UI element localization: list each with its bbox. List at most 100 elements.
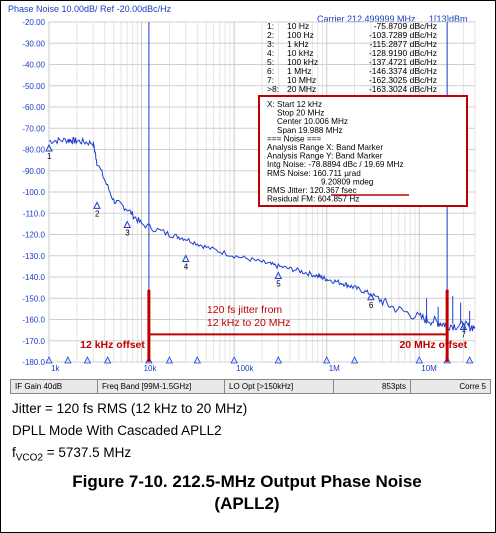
marker-table-value: -162.3025 dBc/Hz [369,75,437,85]
marker-table-id: 5: [267,57,274,67]
y-tick-label: -70.00 [22,124,45,133]
bottom-marker [350,356,359,364]
caption-vco-frequency: fVCO2 = 5737.5 MHz [12,442,247,464]
y-tick-label: -20.00 [22,18,45,27]
marker-table-freq: 10 Hz [287,21,309,31]
bottom-marker [83,356,92,364]
bottom-marker [193,356,201,364]
caption-vco-subscript: VCO2 [15,452,43,464]
x-tick-label: 100k [236,364,254,373]
bottom-marker [274,356,282,364]
analysis-line: RMS Jitter: 120.367 fsec [267,186,357,195]
bottom-marker [64,356,72,364]
left-offset-label: 12 kHz offset [80,339,145,351]
y-tick-label: -90.00 [22,167,45,176]
bottom-marker [45,356,53,364]
x-tick-label: 10k [144,364,158,373]
x-tick-label: 1M [329,364,340,373]
marker-table-freq: 10 MHz [287,75,316,85]
marker-table-value: -128.9190 dBc/Hz [369,48,437,58]
status-lo-opt: LO Opt [>150kHz] [225,380,334,393]
y-tick-label: -130.0 [22,252,45,261]
marker-table-freq: 100 kHz [287,57,318,67]
x-tick-label: 10M [421,364,437,373]
marker-table-id: >8: [267,84,279,94]
marker-table-value: -146.3374 dBc/Hz [369,66,437,76]
marker-table-id: 3: [267,39,274,49]
analysis-line: Center 10.006 MHz [277,117,348,126]
marker-label: 5 [276,280,281,289]
y-tick-label: -80.00 [22,146,45,155]
jitter-note-line2: 12 kHz to 20 MHz [207,317,290,329]
analysis-line: Residual FM: 604.857 Hz [267,195,359,204]
status-if-gain: IF Gain 40dB [11,380,98,393]
y-tick-label: -60.00 [22,103,45,112]
marker-ref-readout: 1[13]dBm [429,14,468,24]
bottom-marker [415,356,423,364]
y-tick-label: -40.00 [22,61,45,70]
bottom-marker [103,356,112,364]
bottom-marker [230,356,238,364]
marker-table-freq: 1 MHz [287,66,312,76]
analysis-line: Analysis Range X: Band Marker [267,143,383,152]
right-offset-label: 20 MHz offset [399,339,467,351]
marker-table-freq: 20 MHz [287,84,316,94]
y-tick-label: -150.0 [22,294,45,303]
marker-table-id: 7: [267,75,274,85]
marker-table-value: -137.4721 dBc/Hz [369,57,437,67]
y-tick-label: -170.0 [22,337,45,346]
marker-label: 7 [461,331,466,340]
marker-triangle [367,292,375,301]
plot-header-scale: Phase Noise 10.00dB/ Ref -20.00dBc/Hz [8,4,172,14]
bottom-marker [465,356,474,364]
phase-noise-screenshot: Phase Noise 10.00dB/ Ref -20.00dBc/Hz Ca… [5,4,491,394]
status-bar: IF Gain 40dB Freq Band [99M-1.5GHz] LO O… [10,379,491,394]
bottom-marker [323,356,331,364]
y-tick-label: -110.0 [23,209,46,218]
x-tick-label: 1k [51,364,60,373]
marker-triangle [93,201,101,209]
marker-table-freq: 100 Hz [287,30,314,40]
marker-label: 1 [47,152,52,161]
analysis-line: === Noise === [267,134,321,143]
status-correction: Corre 5 [459,382,486,391]
marker-table-id: 4: [267,48,274,58]
figure-title: Figure 7-10. 212.5-MHz Output Phase Nois… [0,471,494,515]
y-tick-label: -120.0 [22,231,45,240]
marker-table-id: 6: [267,66,274,76]
carrier-frequency: Carrier 212.499999 MHz [317,14,416,24]
phase-noise-chart: -20.00 -30.00 -40.00 -50.00 -60.00 -70.00 -80.… [22,18,476,373]
status-points: 853pts [334,380,411,393]
marker-label: 4 [184,263,189,272]
figure-title-line2: (APLL2) [214,494,280,513]
marker-table-id: 1: [267,21,274,31]
marker-table-value: -115.2877 dBc/Hz [370,39,437,49]
caption-vco-value: = 5737.5 MHz [43,445,132,460]
y-tick-label: -30.00 [22,39,45,48]
analysis-box [258,95,468,207]
jitter-note-line1: 120 fs jitter from [207,304,283,316]
marker-label: 6 [369,301,374,310]
figure-caption: Jitter = 120 fs RMS (12 kHz to 20 MHz) D… [12,398,247,464]
phase-noise-trace [48,136,476,333]
analysis-line: RMS Noise: 160.711 µrad [267,169,361,178]
y-tick-label: -50.00 [22,82,45,91]
marker-table-value: -103.7289 dBc/Hz [369,30,437,40]
caption-jitter: Jitter = 120 fs RMS (12 kHz to 20 MHz) [12,401,248,416]
marker-table-freq: 1 kHz [287,39,309,49]
marker-triangle [274,271,283,279]
y-tick-label: -140.0 [22,273,45,282]
marker-table-id: 2: [267,30,274,40]
marker-table-freq: 10 kHz [287,48,313,58]
bottom-marker [165,356,174,364]
y-tick-label: -180.0 [22,358,45,367]
analysis-line: Analysis Range Y: Band Marker [267,152,383,161]
y-tick-label: -160.0 [22,316,45,325]
marker-triangle [45,143,53,152]
analysis-line: Stop 20 MHz [277,109,324,118]
marker-triangle [181,254,190,262]
analysis-line: 9.20809 mdeg [321,177,374,186]
status-freq-band: Freq Band [99M-1.5GHz] [98,380,225,393]
marker-label: 3 [125,229,130,238]
analysis-line: X: Start 12 kHz [267,100,322,109]
